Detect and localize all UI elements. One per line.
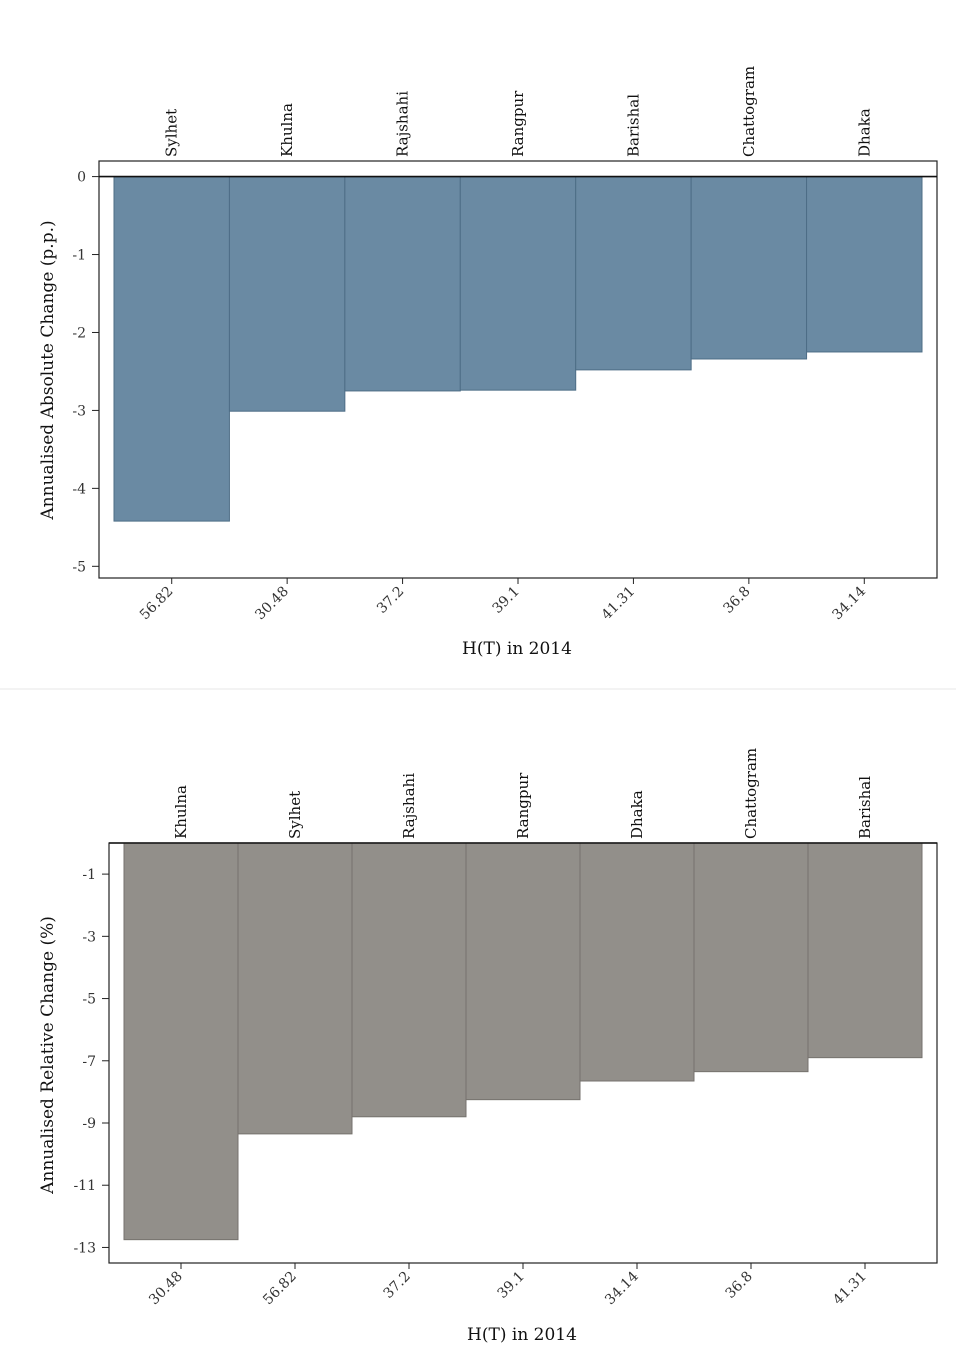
category-label: Rangpur — [509, 90, 527, 157]
x-tick-label: 41.31 — [830, 1269, 870, 1309]
category-label: Sylhet — [286, 791, 304, 839]
category-label: Chattogram — [740, 66, 758, 157]
y-tick-label: -3 — [72, 403, 86, 419]
chart-absolute-change: H(T) in 2014 Annualised Absolute Change … — [38, 65, 938, 659]
y-tick-label: -1 — [82, 867, 96, 883]
x-tick-label: 56.82 — [260, 1269, 300, 1309]
x-tick-label: 36.8 — [720, 584, 753, 617]
x-tick-label: 34.14 — [829, 583, 869, 623]
x-tick-label: 39.1 — [494, 1269, 527, 1302]
x-tick-label: 30.48 — [146, 1269, 186, 1309]
bar-khulna — [123, 842, 239, 1241]
y-tick-label: -11 — [73, 1178, 96, 1194]
chart-relative-change-svg: H(T) in 2014 Annualised Relative Change … — [38, 748, 938, 1345]
bar-sylhet — [113, 176, 230, 522]
bar-dhaka — [579, 842, 695, 1082]
y-tick-label: -5 — [82, 992, 96, 1008]
category-label: Dhaka — [628, 790, 646, 839]
chart-absolute-change-svg: H(T) in 2014 Annualised Absolute Change … — [38, 66, 938, 659]
x-axis-title: H(T) in 2014 — [467, 1325, 577, 1345]
x-tick-label: 36.8 — [722, 1269, 755, 1302]
category-label: Khulna — [172, 785, 190, 839]
bar-barishal — [807, 842, 923, 1059]
x-tick-label: 37.2 — [374, 584, 407, 617]
y-tick-label: -9 — [82, 1116, 96, 1132]
category-label: Rajshahi — [394, 91, 412, 157]
y-tick-label: -3 — [82, 929, 96, 945]
y-tick-label: -2 — [72, 325, 86, 341]
category-label: Barishal — [856, 776, 874, 839]
y-tick-label: -13 — [73, 1240, 96, 1256]
category-label: Barishal — [624, 94, 642, 157]
bar-rangpur — [459, 176, 577, 391]
x-tick-label: 56.82 — [137, 584, 177, 624]
bar-rajshahi — [351, 842, 467, 1118]
bar-chattogram — [693, 842, 809, 1073]
y-tick-label: 0 — [77, 170, 86, 186]
bar-dhaka — [806, 176, 923, 353]
bar-khulna — [228, 176, 346, 412]
panel-divider — [0, 688, 956, 690]
bar-chattogram — [690, 176, 808, 360]
chart-relative-change: H(T) in 2014 Annualised Relative Change … — [0, 690, 956, 1369]
bar-barishal — [575, 176, 692, 371]
x-tick-label: 34.14 — [602, 1268, 642, 1308]
category-label: Dhaka — [855, 108, 873, 157]
x-tick-label: 37.2 — [380, 1269, 413, 1302]
bar-sylhet — [237, 842, 353, 1135]
category-label: Rajshahi — [400, 773, 418, 839]
category-label: Chattogram — [742, 748, 760, 839]
category-label: Sylhet — [163, 109, 181, 157]
x-tick-label: 41.31 — [599, 584, 639, 624]
x-tick-label: 39.1 — [489, 584, 522, 617]
y-tick-label: -4 — [72, 481, 86, 497]
y-tick-label: -1 — [72, 248, 86, 264]
y-tick-label: -7 — [82, 1054, 96, 1070]
y-axis-title: Annualised Absolute Change (p.p.) — [38, 220, 58, 520]
category-label: Rangpur — [514, 772, 532, 839]
x-axis-title: H(T) in 2014 — [462, 639, 572, 659]
bar-rangpur — [465, 842, 581, 1101]
x-tick-label: 30.48 — [252, 584, 292, 624]
y-tick-label: -5 — [72, 559, 86, 575]
y-axis-title: Annualised Relative Change (%) — [38, 916, 58, 1195]
bar-rajshahi — [344, 176, 461, 392]
category-label: Khulna — [278, 103, 296, 157]
